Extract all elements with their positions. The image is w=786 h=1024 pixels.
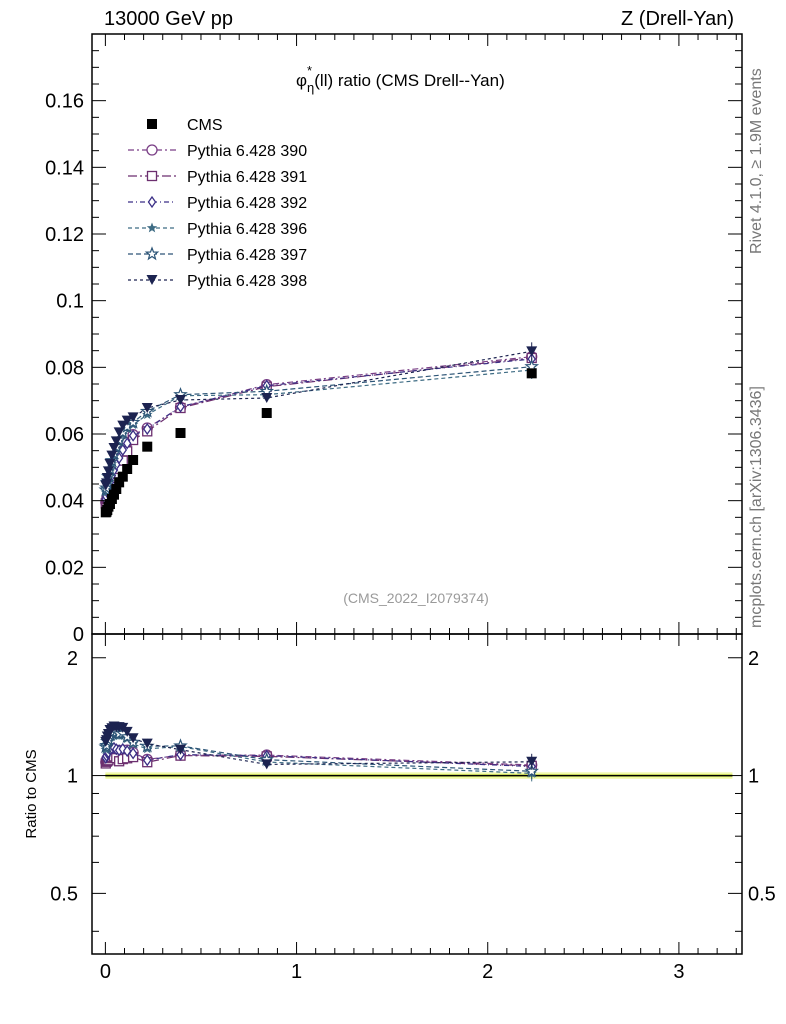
series-398-point: [141, 403, 153, 413]
ratio-tick-label-right: 2: [748, 648, 759, 670]
y-tick-label: 0.06: [45, 424, 84, 446]
series-CMS-point: [122, 464, 133, 474]
header-channel-label: Z (Drell-Yan): [621, 8, 734, 30]
legend-label: Pythia 6.428 391: [187, 169, 307, 186]
title-eta: η: [307, 80, 314, 95]
series-398-point: [106, 450, 118, 461]
ratio-frame: [91, 633, 743, 955]
series-390-line: [105, 356, 532, 503]
y-tick-label: 0: [73, 624, 84, 646]
series-CMS-point: [117, 471, 128, 482]
analysis-watermark: (CMS_2022_I2079374): [343, 590, 489, 606]
series-392-point: [176, 400, 185, 413]
series-398-point: [113, 427, 125, 438]
y-tick-label: 0.12: [45, 224, 84, 246]
legend-label: Pythia 6.428 390: [187, 143, 307, 160]
ratio-ylabel: Ratio to CMS: [23, 749, 40, 838]
legend-marker: [144, 246, 160, 261]
series-CMS-point: [128, 455, 139, 465]
series-398-point: [101, 473, 113, 483]
x-tick-label: 2: [482, 961, 493, 983]
series-392-point: [142, 422, 152, 436]
series-CMS-point: [261, 408, 272, 418]
legend-label: Pythia 6.428 392: [187, 195, 307, 212]
x-tick-label: 0: [100, 961, 111, 983]
series-392-ratio-point: [128, 747, 138, 760]
y-tick-label: 0.14: [45, 157, 84, 179]
series-396-ratio-line: [105, 733, 532, 774]
legend-marker: [146, 275, 158, 285]
ratio-tick-label-right: 0.5: [748, 883, 776, 905]
series-398-line: [105, 350, 532, 486]
series-392-point: [122, 437, 132, 450]
series-CMS-point: [114, 477, 125, 488]
y-tick-label: 0.02: [45, 557, 84, 579]
legend-label: Pythia 6.428 398: [187, 273, 307, 290]
y-tick-label: 0.16: [45, 91, 84, 113]
series-398-point: [117, 420, 129, 431]
series-398-ratio-point: [175, 744, 187, 755]
legend-marker: [147, 119, 157, 129]
series-398-ratio-point: [526, 756, 538, 767]
title-star: *: [307, 63, 312, 78]
y-tick-label: 0.08: [45, 357, 84, 379]
legend-marker: [146, 222, 158, 233]
series-392-ratio-point: [122, 744, 132, 758]
series-398-point: [526, 346, 538, 357]
series-398-point: [102, 466, 114, 477]
series-398-ratio-point: [121, 726, 133, 737]
y-tick-label: 0.1: [56, 291, 84, 313]
series-398-point: [101, 478, 113, 489]
legend-marker: [146, 170, 158, 182]
chart-title: φη(ll) ratio (CMS Drell--Yan): [296, 71, 505, 95]
series-398-point: [127, 412, 139, 423]
series-392-ratio-point: [142, 754, 152, 767]
x-tick-label: 1: [291, 961, 302, 983]
y-tick-label: 0.04: [45, 491, 84, 513]
header-process-label: 13000 GeV pp: [104, 8, 233, 30]
series-CMS-point: [111, 484, 122, 494]
legend-label: Pythia 6.428 397: [187, 247, 307, 264]
series-CMS-point: [108, 489, 119, 500]
x-tick-label: 3: [673, 961, 684, 983]
ratio-tick-label: 1: [67, 766, 78, 788]
legend-label: Pythia 6.428 396: [187, 221, 307, 238]
series-398-point: [121, 415, 133, 426]
legend-label: CMS: [187, 117, 223, 134]
series-398-ratio-point: [141, 738, 153, 749]
series-398-point: [261, 393, 273, 403]
series-398-point: [175, 395, 187, 405]
series-392-point: [128, 429, 138, 442]
ratio-tick-label: 2: [67, 648, 78, 670]
legend-marker: [147, 195, 157, 209]
series-398-point: [110, 436, 122, 447]
legend-marker: [146, 144, 158, 156]
ratio-tick-label-right: 1: [748, 766, 759, 788]
series-CMS-point: [175, 428, 186, 438]
ratio-tick-label: 0.5: [50, 883, 78, 905]
series-397-ratio-line: [105, 730, 532, 772]
series-398-ratio-point: [127, 733, 139, 744]
series-CMS-point: [142, 441, 153, 452]
series-CMS-point: [526, 368, 537, 379]
series-397-line: [105, 366, 532, 491]
title-phi: φ: [296, 71, 307, 90]
series-398-ratio-line: [105, 725, 532, 766]
series-397-ratio-point: [524, 763, 539, 778]
series-392-line: [105, 358, 532, 500]
series-398-ratio-point: [261, 759, 273, 770]
title-rest: (ll) ratio (CMS Drell--Yan): [314, 71, 504, 90]
series-398-point: [104, 459, 116, 469]
